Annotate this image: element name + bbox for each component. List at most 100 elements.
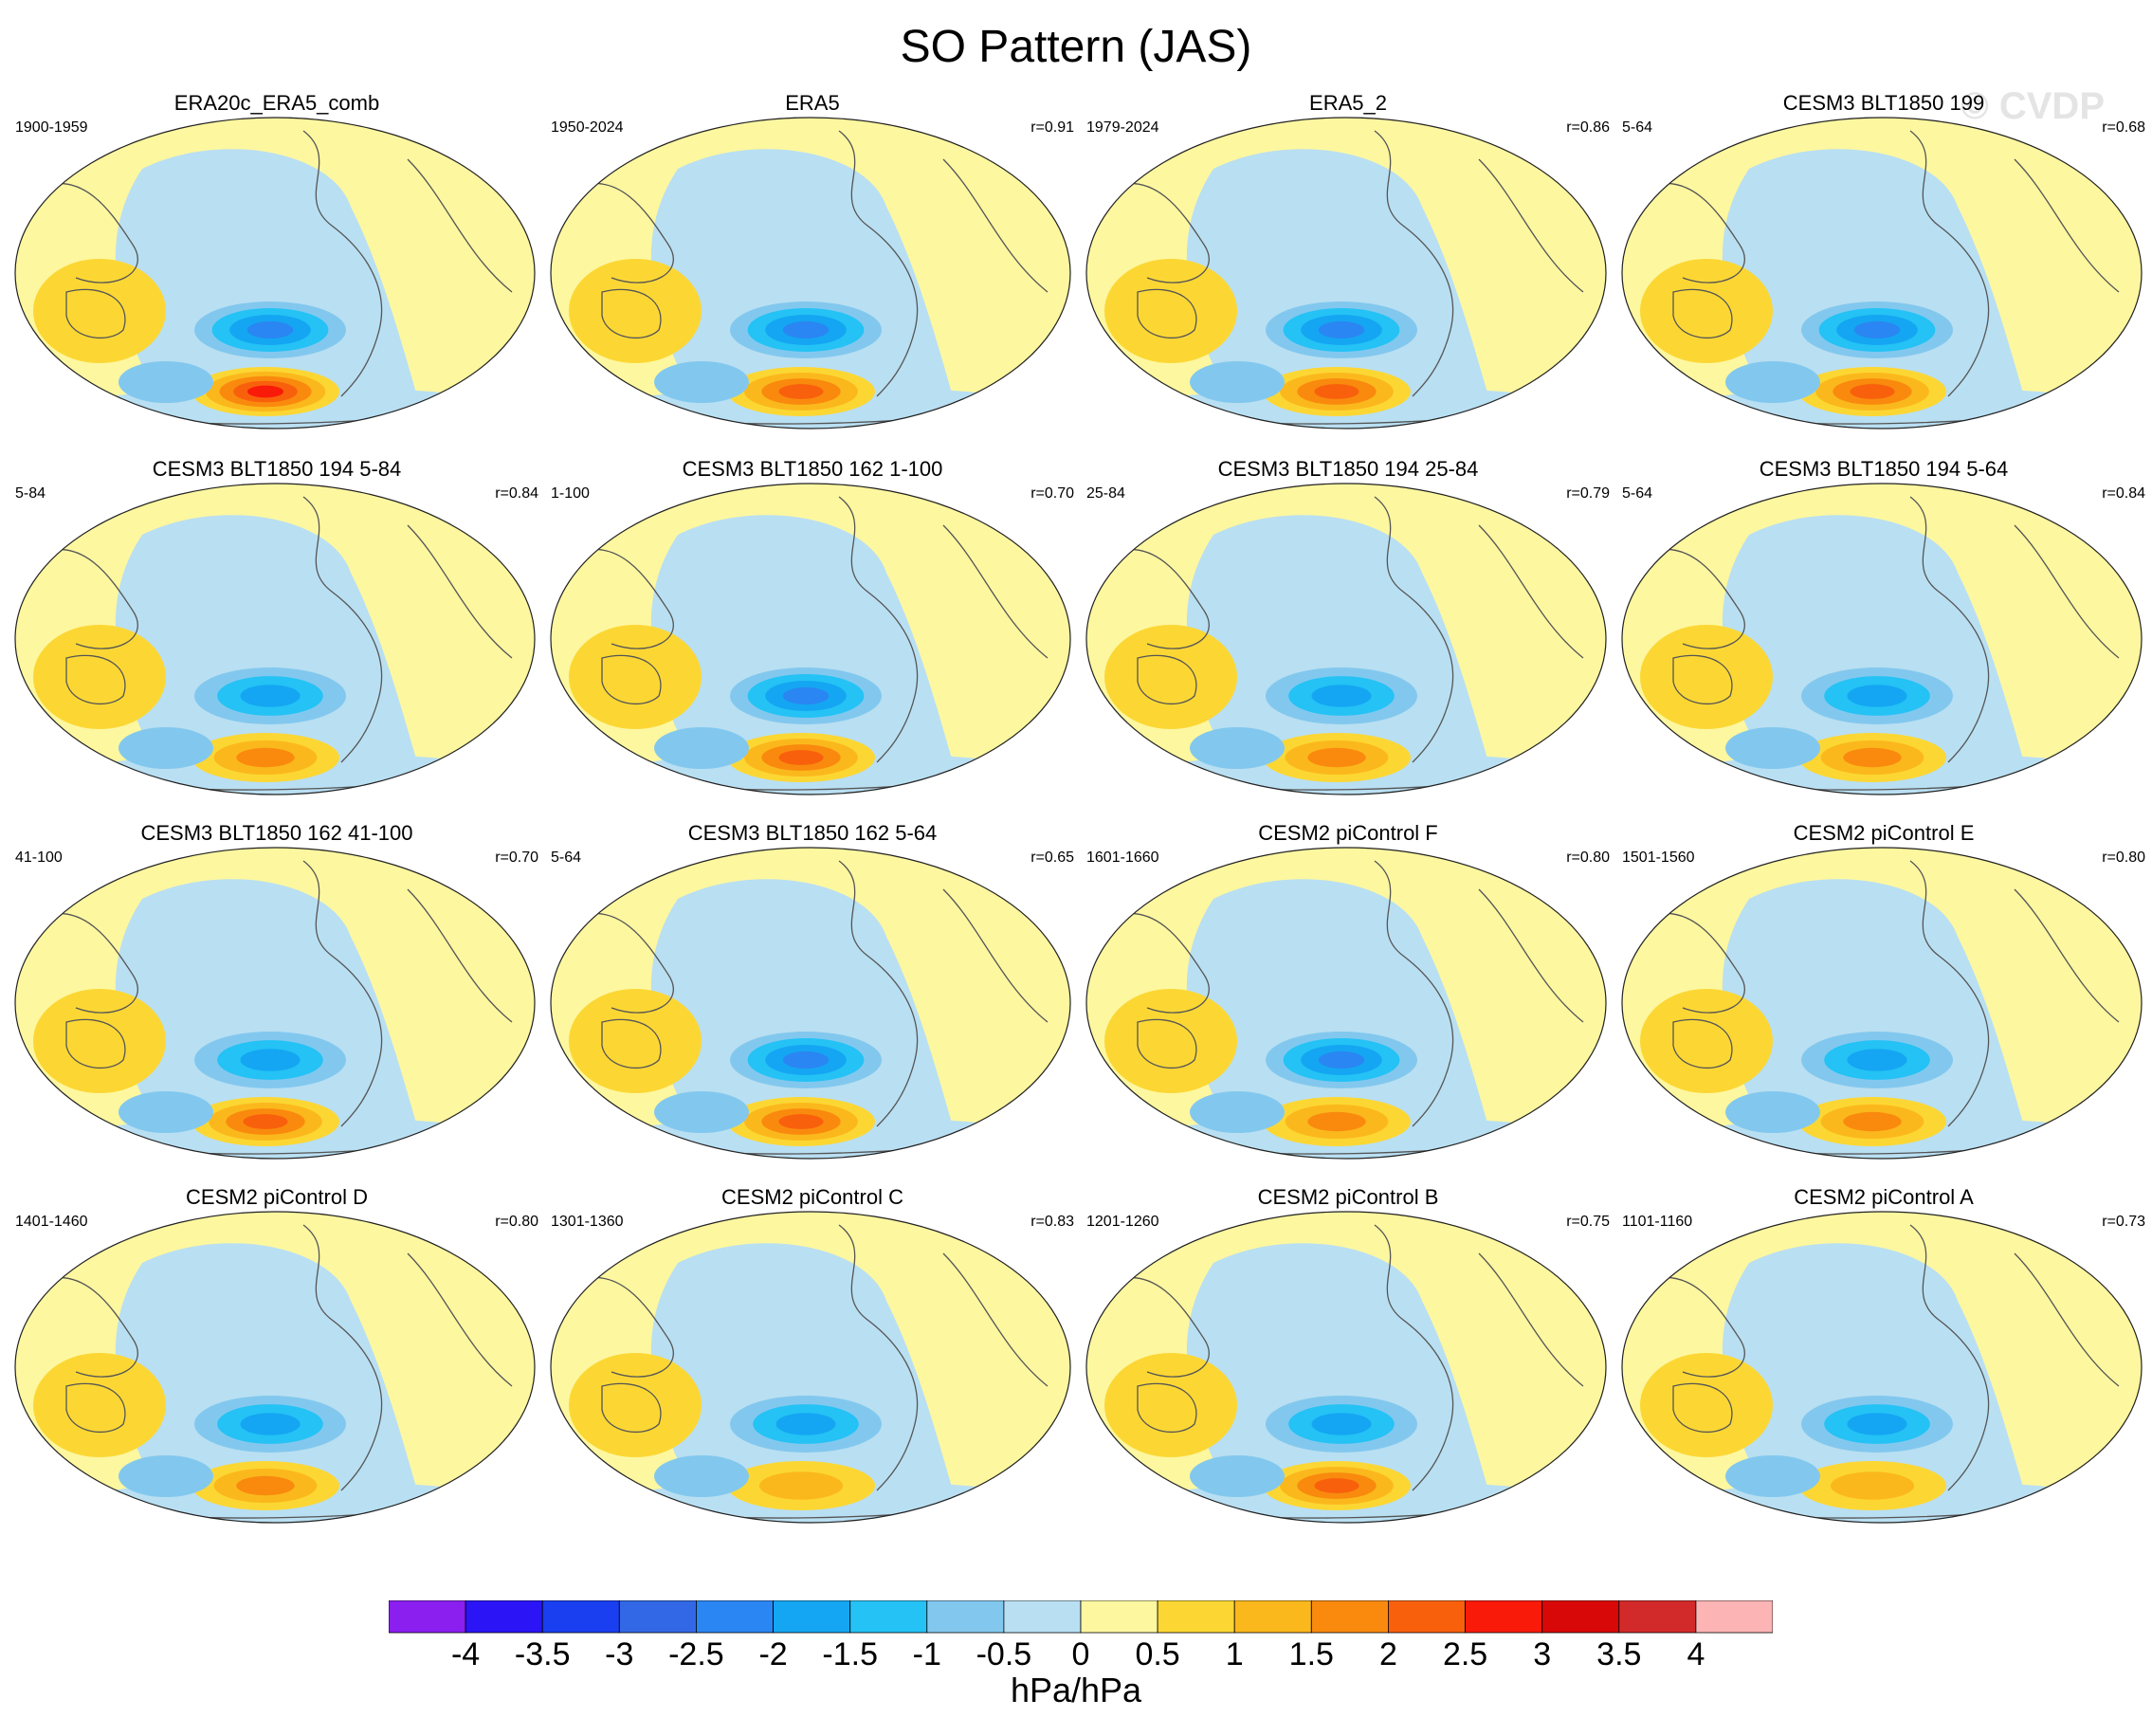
colorbar-tick-label: 0 — [1072, 1636, 1090, 1669]
map-panel: ERA5_2 1979-2024 r=0.86 — [1083, 91, 1614, 432]
panel-years: 1101-1160 — [1622, 1214, 1693, 1230]
colorbar-tick-label: -3.5 — [515, 1636, 571, 1669]
colorbar-bin — [695, 1600, 774, 1634]
panel-correlation: r=0.80 — [495, 1214, 538, 1230]
colorbar-bin — [1310, 1600, 1389, 1634]
panel-title: CESM3 BLT1850 194 5-84 — [152, 457, 402, 481]
colorbar-bin — [1695, 1600, 1773, 1634]
colorbar-bin — [618, 1600, 697, 1634]
panel-years: 25-84 — [1086, 485, 1125, 502]
colorbar-units: hPa/hPa — [1010, 1671, 1142, 1709]
panel-years: 1201-1260 — [1086, 1214, 1159, 1230]
colorbar-bin — [389, 1600, 466, 1634]
map-panel: CESM3 BLT1850 162 41-100 41-100 r=0.70 — [11, 821, 542, 1162]
robinson-map — [14, 483, 536, 795]
contour-fill — [15, 118, 535, 429]
watermark: © CVDP — [1961, 85, 2105, 127]
robinson-map — [550, 1211, 1071, 1524]
panel-correlation: r=0.84 — [495, 485, 538, 502]
colorbar-tick-label: -1 — [913, 1636, 941, 1669]
panel-title: CESM2 piControl B — [1257, 1185, 1439, 1209]
map-panel: CESM3 BLT1850 162 5-64 5-64 r=0.65 — [547, 821, 1078, 1162]
robinson-map — [14, 117, 536, 429]
colorbar-bin — [1080, 1600, 1158, 1634]
panel-correlation: r=0.70 — [1030, 485, 1074, 502]
map-panel: CESM3 BLT1850 194 25-84 25-84 r=0.79 — [1083, 457, 1614, 798]
colorbar-bin — [1003, 1600, 1082, 1634]
colorbar-bin — [1233, 1600, 1312, 1634]
colorbar-bin — [926, 1600, 1005, 1634]
robinson-map — [1085, 117, 1607, 429]
colorbar-bin — [465, 1600, 543, 1634]
robinson-map — [550, 483, 1071, 795]
panel-title: ERA5_2 — [1309, 91, 1387, 115]
robinson-map — [14, 847, 536, 1160]
map-panel: CESM2 piControl B 1201-1260 r=0.75 — [1083, 1185, 1614, 1526]
panel-correlation: r=0.65 — [1030, 850, 1074, 866]
panel-correlation: r=0.91 — [1030, 119, 1074, 136]
map-panel: CESM2 piControl E 1501-1560 r=0.80 — [1618, 821, 2149, 1162]
colorbar-bin — [1465, 1600, 1543, 1634]
panel-title: ERA20c_ERA5_comb — [173, 91, 380, 115]
panel-years: 1301-1360 — [551, 1214, 624, 1230]
panel-correlation: r=0.83 — [1030, 1214, 1074, 1230]
panel-correlation: r=0.73 — [2102, 1214, 2145, 1230]
panel-title: CESM2 piControl D — [186, 1185, 368, 1209]
colorbar-tick-label: 3.5 — [1596, 1636, 1641, 1669]
robinson-map — [1621, 483, 2143, 795]
panel-correlation: r=0.70 — [495, 850, 538, 866]
colorbar-bin — [1388, 1600, 1466, 1634]
contour-fill — [15, 848, 535, 1159]
robinson-map — [1621, 1211, 2143, 1524]
panel-correlation: r=0.75 — [1566, 1214, 1610, 1230]
map-panel: CESM2 piControl A 1101-1160 r=0.73 — [1618, 1185, 2149, 1526]
robinson-map — [550, 847, 1071, 1160]
panel-correlation: r=0.80 — [2102, 850, 2145, 866]
panel-title: CESM3 BLT1850 162 5-64 — [687, 821, 938, 845]
colorbar-tick-label: -1.5 — [822, 1636, 878, 1669]
colorbar-tick-label: -2.5 — [668, 1636, 724, 1669]
colorbar-bin — [773, 1600, 851, 1634]
panel-correlation: r=0.68 — [2102, 119, 2145, 136]
panel-title: CESM2 piControl C — [721, 1185, 903, 1209]
contour-fill — [1086, 484, 1606, 795]
contour-fill — [1086, 848, 1606, 1159]
panel-years: 1-100 — [551, 485, 590, 502]
panel-years: 5-64 — [1622, 485, 1653, 502]
panel-years: 5-64 — [1622, 119, 1653, 136]
panel-title: CESM3 BLT1850 194 5-64 — [1759, 457, 2009, 481]
colorbar-tick-label: 1.5 — [1289, 1636, 1334, 1669]
panel-years: 1401-1460 — [15, 1214, 88, 1230]
map-panel: ERA20c_ERA5_comb 1900-1959 — [11, 91, 542, 432]
colorbar-tick-label: -3 — [605, 1636, 633, 1669]
robinson-map — [550, 117, 1071, 429]
contour-fill — [551, 848, 1070, 1159]
panel-correlation: r=0.80 — [1566, 850, 1610, 866]
colorbar-tick-label: -4 — [451, 1636, 480, 1669]
robinson-map — [1085, 483, 1607, 795]
panel-years: 1601-1660 — [1086, 850, 1159, 866]
panel-title: ERA5 — [785, 91, 840, 115]
contour-fill — [1622, 484, 2142, 795]
panel-years: 41-100 — [15, 850, 63, 866]
robinson-map — [1621, 847, 2143, 1160]
map-panel: CESM3 BLT1850 199 5-64 r=0.68 — [1618, 91, 2149, 432]
contour-fill — [15, 1212, 535, 1523]
colorbar-tick-label: 3 — [1533, 1636, 1551, 1669]
contour-fill — [551, 484, 1070, 795]
panel-correlation: r=0.79 — [1566, 485, 1610, 502]
robinson-map — [1085, 847, 1607, 1160]
colorbar-bin — [541, 1600, 620, 1634]
panel-title: CESM3 BLT1850 162 41-100 — [140, 821, 413, 845]
panel-title: CESM3 BLT1850 199 — [1782, 91, 1985, 115]
map-panel: CESM3 BLT1850 194 5-84 5-84 r=0.84 — [11, 457, 542, 798]
colorbar-tick-label: 2.5 — [1443, 1636, 1487, 1669]
contour-fill — [1086, 118, 1606, 429]
panel-years: 1900-1959 — [15, 119, 88, 136]
panel-correlation: r=0.86 — [1566, 119, 1610, 136]
colorbar-tick-label: -0.5 — [976, 1636, 1032, 1669]
map-panel: CESM3 BLT1850 162 1-100 1-100 r=0.70 — [547, 457, 1078, 798]
map-panel: CESM2 piControl F 1601-1660 r=0.80 — [1083, 821, 1614, 1162]
panel-years: 1979-2024 — [1086, 119, 1159, 136]
panel-years: 1950-2024 — [551, 119, 624, 136]
